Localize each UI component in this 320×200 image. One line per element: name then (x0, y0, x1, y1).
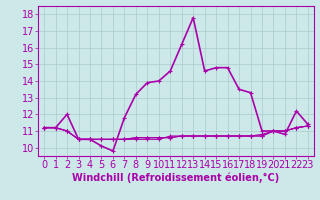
X-axis label: Windchill (Refroidissement éolien,°C): Windchill (Refroidissement éolien,°C) (72, 173, 280, 183)
